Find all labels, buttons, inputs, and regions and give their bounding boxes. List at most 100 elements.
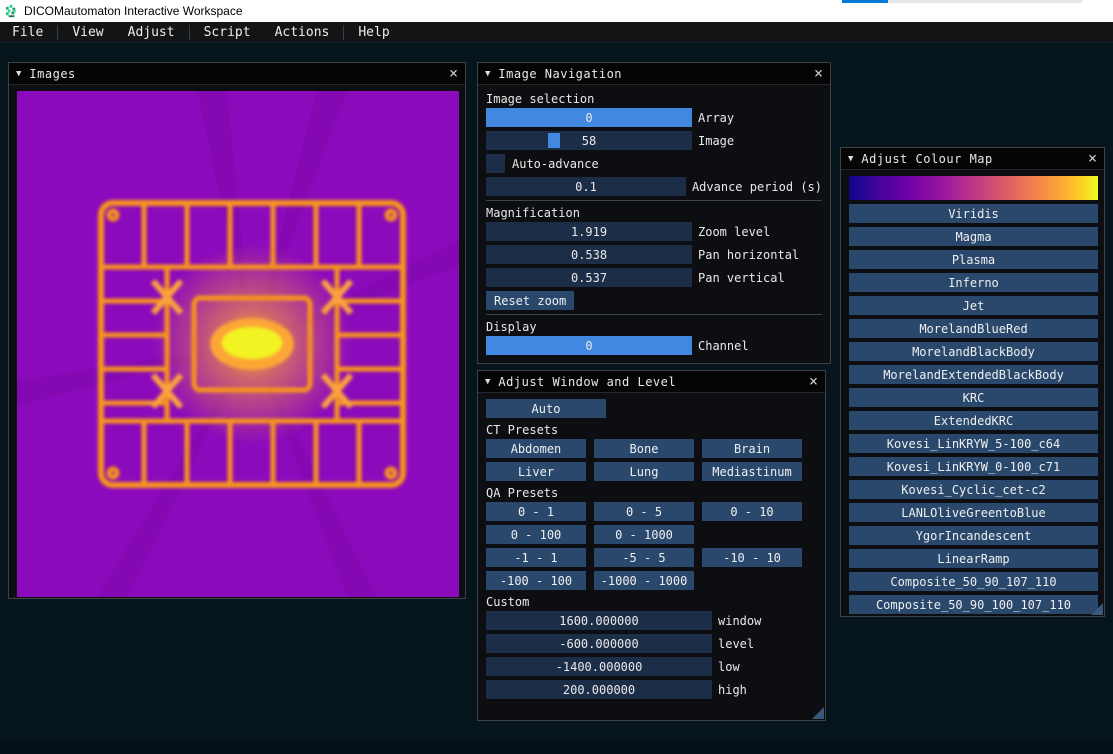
high-input-label: high [718,683,747,697]
resize-grip[interactable] [812,707,824,719]
window-title: DICOMautomaton Interactive Workspace [24,4,243,18]
colormap-button-jet[interactable]: Jet [849,296,1098,315]
window-titlebar[interactable]: DICOMautomaton Interactive Workspace [0,0,1113,22]
panel-header[interactable]: ▼ Adjust Colour Map × [841,148,1104,170]
panel-header[interactable]: ▼ Images × [9,63,465,85]
preset-button-mediastinum[interactable]: Mediastinum [702,462,802,481]
colormap-button-viridis[interactable]: Viridis [849,204,1098,223]
panel-adjust-colour-map: ▼ Adjust Colour Map × Viridis Magma Plas… [840,147,1105,617]
menu-item-view[interactable]: View [60,23,115,42]
qa-button-neg5-5[interactable]: -5 - 5 [594,548,694,567]
pan-horizontal-input[interactable]: 0.538 [486,245,692,264]
panel-images: ▼ Images × [8,62,466,599]
auto-advance-label: Auto-advance [512,157,599,171]
collapse-icon[interactable]: ▼ [16,69,21,79]
window-input-label: window [718,614,761,628]
colormap-button-krc[interactable]: KRC [849,388,1098,407]
close-icon[interactable]: × [1088,151,1097,166]
window-input[interactable]: 1600.000000 [486,611,712,630]
zoom-level-label: Zoom level [698,225,770,239]
menu-item-adjust[interactable]: Adjust [116,23,187,42]
section-label-display: Display [486,319,822,336]
menu-item-help[interactable]: Help [346,23,401,42]
colormap-button-moreland-black-body[interactable]: MorelandBlackBody [849,342,1098,361]
colormap-button-kovesi-linkryw-0-100-c71[interactable]: Kovesi_LinKRYW_0-100_c71 [849,457,1098,476]
footer-band [0,741,1113,754]
pan-vertical-label: Pan vertical [698,271,785,285]
qa-button-0-10[interactable]: 0 - 10 [702,502,802,521]
colormap-button-moreland-extended-black-body[interactable]: MorelandExtendedBlackBody [849,365,1098,384]
channel-slider[interactable]: 0 [486,336,692,355]
colormap-button-kovesi-linkryw-5-100-c64[interactable]: Kovesi_LinKRYW_5-100_c64 [849,434,1098,453]
qa-button-neg100-100[interactable]: -100 - 100 [486,571,586,590]
qa-presets-label: QA Presets [486,485,817,502]
auto-advance-checkbox[interactable] [486,154,505,173]
colormap-button-linear-ramp[interactable]: LinearRamp [849,549,1098,568]
qa-button-0-1[interactable]: 0 - 1 [486,502,586,521]
qa-button-0-1000[interactable]: 0 - 1000 [594,525,694,544]
zoom-level-input[interactable]: 1.919 [486,222,692,241]
section-label-magnification: Magnification [486,205,822,222]
separator [486,200,822,201]
preset-button-lung[interactable]: Lung [594,462,694,481]
colormap-button-composite-50-90-107-110[interactable]: Composite_50_90_107_110 [849,572,1098,591]
array-slider[interactable]: 0 [486,108,692,127]
close-icon[interactable]: × [814,66,823,81]
high-input[interactable]: 200.000000 [486,680,712,699]
separator [486,314,822,315]
panel-header[interactable]: ▼ Adjust Window and Level × [478,371,825,393]
menu-item-script[interactable]: Script [192,23,263,42]
collapse-icon[interactable]: ▼ [485,69,490,79]
colormap-button-ygor-incandescent[interactable]: YgorIncandescent [849,526,1098,545]
menu-item-actions[interactable]: Actions [263,23,342,42]
medical-image-viewport[interactable] [17,91,459,597]
preset-button-abdomen[interactable]: Abdomen [486,439,586,458]
panel-title: Images [29,67,449,81]
colormap-button-plasma[interactable]: Plasma [849,250,1098,269]
colormap-button-inferno[interactable]: Inferno [849,273,1098,292]
pan-vertical-input[interactable]: 0.537 [486,268,692,287]
colormap-button-moreland-blue-red[interactable]: MorelandBlueRed [849,319,1098,338]
panel-image-navigation: ▼ Image Navigation × Image selection 0 A… [477,62,831,364]
colormap-gradient-preview [849,176,1098,200]
colormap-button-lanl-olive-green-to-blue[interactable]: LANLOliveGreentoBlue [849,503,1098,522]
background-window-strip-gray [888,0,1082,3]
resize-grip[interactable] [1091,603,1103,615]
collapse-icon[interactable]: ▼ [485,377,490,387]
panel-adjust-window-level: ▼ Adjust Window and Level × Auto CT Pres… [477,370,826,721]
advance-period-input[interactable]: 0.1 [486,177,686,196]
qa-button-neg1-1[interactable]: -1 - 1 [486,548,586,567]
close-icon[interactable]: × [809,374,818,389]
auto-window-level-button[interactable]: Auto [486,399,606,418]
level-input[interactable]: -600.000000 [486,634,712,653]
reset-zoom-button[interactable]: Reset zoom [486,291,574,310]
qa-button-0-5[interactable]: 0 - 5 [594,502,694,521]
qa-button-neg1000-1000[interactable]: -1000 - 1000 [594,571,694,590]
collapse-icon[interactable]: ▼ [848,154,853,164]
preset-button-brain[interactable]: Brain [702,439,802,458]
pan-horizontal-label: Pan horizontal [698,248,799,262]
preset-button-liver[interactable]: Liver [486,462,586,481]
menu-separator [343,25,344,40]
panel-title: Image Navigation [498,67,814,81]
menu-separator [57,25,58,40]
panel-header[interactable]: ▼ Image Navigation × [478,63,830,85]
image-slider[interactable]: 58 [486,131,692,150]
custom-label: Custom [486,594,817,611]
menu-separator [189,25,190,40]
colormap-button-composite-50-90-100-107-110[interactable]: Composite_50_90_100_107_110 [849,595,1098,614]
background-window-strip-blue [842,0,888,3]
qa-button-0-100[interactable]: 0 - 100 [486,525,586,544]
low-input[interactable]: -1400.000000 [486,657,712,676]
qa-button-neg10-10[interactable]: -10 - 10 [702,548,802,567]
preset-button-bone[interactable]: Bone [594,439,694,458]
close-icon[interactable]: × [449,66,458,81]
level-input-label: level [718,637,754,651]
colormap-button-kovesi-cyclic-cet-c2[interactable]: Kovesi_Cyclic_cet-c2 [849,480,1098,499]
menu-item-file[interactable]: File [0,23,55,42]
slider-grab[interactable] [548,133,560,148]
low-input-label: low [718,660,740,674]
colormap-button-magma[interactable]: Magma [849,227,1098,246]
workspace-root: DICOMautomaton Interactive Workspace Fil… [0,0,1113,754]
colormap-button-extended-krc[interactable]: ExtendedKRC [849,411,1098,430]
